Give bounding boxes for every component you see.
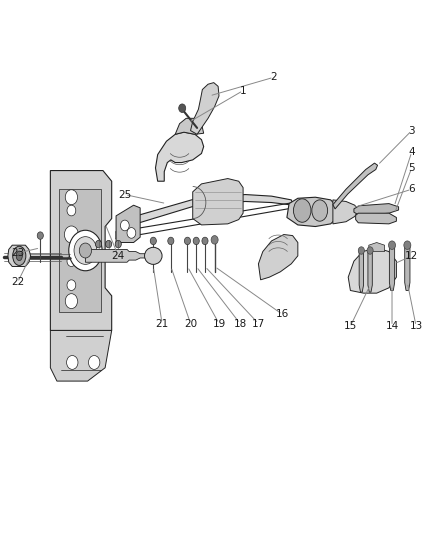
Polygon shape [356, 213, 396, 224]
Text: 1: 1 [240, 86, 247, 95]
Ellipse shape [13, 246, 26, 265]
Polygon shape [191, 83, 219, 134]
Ellipse shape [65, 294, 78, 309]
Polygon shape [389, 245, 395, 290]
Ellipse shape [367, 247, 373, 254]
Ellipse shape [184, 237, 191, 245]
Ellipse shape [115, 240, 121, 248]
Text: 13: 13 [410, 321, 423, 331]
Text: 16: 16 [276, 310, 289, 319]
Text: 19: 19 [212, 319, 226, 328]
Polygon shape [287, 197, 337, 227]
Ellipse shape [88, 356, 100, 369]
Polygon shape [155, 132, 204, 181]
Text: 24: 24 [112, 251, 125, 261]
Polygon shape [50, 171, 112, 330]
Text: 21: 21 [155, 319, 169, 328]
Ellipse shape [69, 230, 102, 271]
Ellipse shape [74, 237, 97, 264]
Text: 14: 14 [385, 321, 399, 331]
Polygon shape [116, 205, 140, 243]
Ellipse shape [145, 247, 162, 264]
Polygon shape [333, 163, 378, 209]
Text: 6: 6 [408, 184, 415, 194]
Ellipse shape [312, 200, 328, 221]
Ellipse shape [150, 237, 156, 245]
Ellipse shape [193, 237, 199, 245]
Ellipse shape [404, 241, 411, 249]
Ellipse shape [95, 240, 102, 248]
Text: 22: 22 [11, 278, 24, 287]
Polygon shape [85, 249, 153, 262]
Polygon shape [333, 200, 358, 224]
Text: 12: 12 [405, 251, 418, 261]
Polygon shape [193, 179, 243, 225]
Ellipse shape [64, 226, 78, 243]
Polygon shape [175, 118, 204, 134]
Ellipse shape [67, 356, 78, 369]
Ellipse shape [106, 240, 112, 248]
Text: 3: 3 [408, 126, 415, 135]
Polygon shape [8, 245, 31, 266]
Text: 18: 18 [233, 319, 247, 328]
Text: 4: 4 [408, 147, 415, 157]
Polygon shape [369, 243, 385, 252]
Ellipse shape [127, 228, 136, 238]
Ellipse shape [211, 236, 218, 244]
Ellipse shape [179, 104, 186, 112]
Text: 25: 25 [118, 190, 131, 199]
Ellipse shape [67, 205, 76, 216]
Ellipse shape [79, 243, 92, 258]
Ellipse shape [202, 237, 208, 245]
Text: 2: 2 [270, 72, 277, 82]
Text: 20: 20 [184, 319, 197, 328]
Polygon shape [348, 248, 396, 293]
Text: 5: 5 [408, 163, 415, 173]
Ellipse shape [67, 280, 76, 290]
Polygon shape [359, 251, 364, 292]
Polygon shape [116, 195, 293, 239]
Text: 15: 15 [344, 321, 357, 331]
Ellipse shape [67, 256, 76, 266]
Polygon shape [368, 251, 372, 292]
Ellipse shape [293, 199, 311, 222]
Text: 17: 17 [252, 319, 265, 328]
Polygon shape [50, 330, 112, 381]
Text: 23: 23 [11, 248, 24, 258]
Ellipse shape [389, 241, 396, 249]
Ellipse shape [37, 232, 43, 239]
Polygon shape [354, 204, 399, 215]
Ellipse shape [168, 237, 174, 245]
Ellipse shape [358, 247, 364, 254]
Ellipse shape [65, 190, 78, 205]
Polygon shape [258, 235, 298, 280]
Ellipse shape [16, 251, 22, 261]
Polygon shape [405, 245, 410, 290]
Ellipse shape [120, 220, 129, 231]
Polygon shape [59, 189, 101, 312]
